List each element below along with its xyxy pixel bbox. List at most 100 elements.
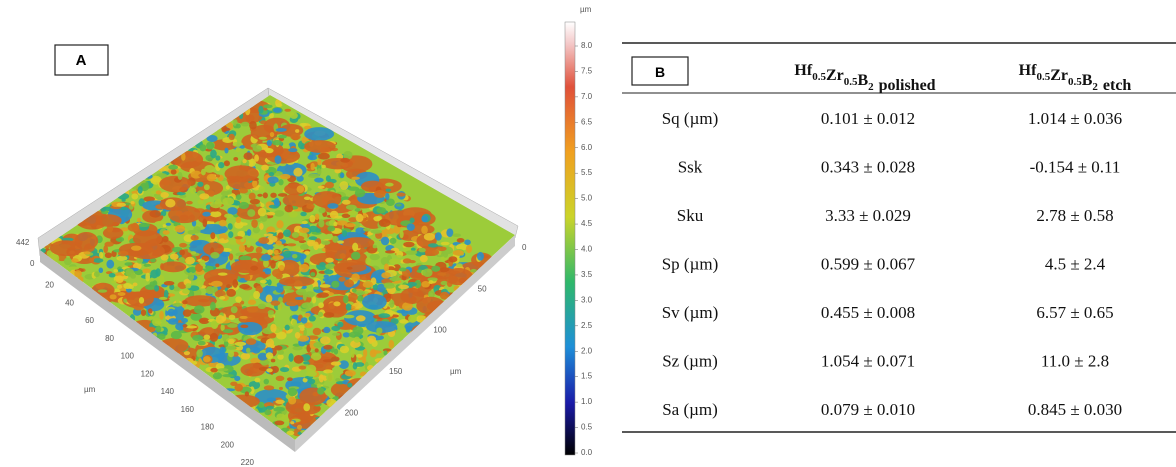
surface-blob bbox=[323, 344, 333, 350]
surface-blob bbox=[187, 229, 196, 235]
surface-blob bbox=[301, 302, 314, 309]
surface-blob bbox=[273, 107, 282, 113]
surface-blob bbox=[383, 350, 388, 356]
row-label: Sv (µm) bbox=[662, 303, 719, 322]
colorbar-tick-label: 5.5 bbox=[581, 168, 593, 177]
surface-blob bbox=[217, 229, 227, 234]
surface-blob bbox=[354, 208, 361, 212]
surface-blob bbox=[227, 223, 233, 230]
surface-blob bbox=[279, 264, 285, 272]
table-cell: 0.599 ± 0.067 bbox=[821, 255, 916, 274]
surface-blob bbox=[421, 280, 430, 288]
surface-blob bbox=[378, 218, 391, 227]
surface-blob bbox=[150, 177, 161, 183]
surface-blob bbox=[397, 358, 409, 365]
surface-blob bbox=[299, 327, 305, 331]
surface-blob bbox=[223, 160, 230, 167]
surface-blob bbox=[509, 274, 515, 281]
surface-blob bbox=[137, 186, 143, 194]
surface-blob bbox=[116, 255, 128, 261]
surface-blob bbox=[403, 241, 415, 248]
surface-blob bbox=[385, 182, 394, 187]
table-cell: -0.154 ± 0.11 bbox=[1030, 158, 1121, 177]
surface-blob bbox=[317, 158, 322, 166]
surface-blob bbox=[226, 284, 231, 289]
surface-blob bbox=[495, 296, 503, 301]
surface-blob bbox=[468, 303, 476, 308]
surface-blob bbox=[235, 194, 242, 201]
surface-blob bbox=[209, 211, 222, 218]
surface-blob bbox=[267, 309, 275, 315]
subscript: 0.5 bbox=[1036, 71, 1050, 83]
surface-blob bbox=[156, 196, 164, 201]
surface-blob bbox=[278, 276, 315, 287]
surface-blob bbox=[475, 300, 502, 315]
surface-blob bbox=[263, 233, 274, 237]
surface-blob bbox=[305, 291, 315, 298]
surface-blob bbox=[230, 381, 238, 386]
surface-blob bbox=[492, 296, 503, 301]
surface-blob bbox=[349, 248, 354, 254]
surface-blob bbox=[130, 200, 135, 205]
surface-blob bbox=[454, 323, 460, 329]
surface-blob bbox=[307, 154, 318, 161]
surface-blob bbox=[175, 322, 186, 331]
surface-blob bbox=[323, 274, 329, 279]
surface-blob bbox=[353, 290, 366, 296]
surface-blob bbox=[367, 335, 377, 343]
surface-blob bbox=[421, 225, 428, 235]
surface-blob bbox=[246, 240, 252, 248]
surface-blob bbox=[304, 140, 336, 153]
subscript: 2 bbox=[1092, 81, 1098, 93]
surface-blob bbox=[356, 353, 363, 358]
surface-blob bbox=[339, 181, 349, 190]
surface-blob bbox=[74, 231, 99, 250]
surface-blob bbox=[125, 268, 135, 277]
surface-blob bbox=[399, 319, 409, 324]
surface-blob bbox=[199, 144, 207, 152]
surface-blob bbox=[291, 232, 300, 239]
surface-blob bbox=[370, 229, 383, 234]
surface-blob bbox=[342, 230, 348, 237]
surface-blob bbox=[400, 287, 425, 304]
surface-blob bbox=[117, 250, 129, 257]
surface-blob bbox=[74, 270, 82, 278]
panel-label-box bbox=[631, 56, 689, 86]
surface-blob bbox=[303, 403, 311, 412]
surface-blob bbox=[421, 215, 429, 223]
surface-blob bbox=[298, 253, 307, 260]
surface-blob bbox=[347, 186, 360, 191]
x-tick-label: 160 bbox=[181, 405, 195, 414]
surface-blob bbox=[347, 210, 357, 216]
surface-blob bbox=[152, 317, 162, 327]
surface-blob bbox=[202, 211, 211, 217]
surface-blob bbox=[212, 372, 223, 380]
surface-blob bbox=[324, 269, 334, 275]
surface-blob bbox=[277, 349, 284, 355]
surface-blob bbox=[167, 318, 179, 325]
surface-blob bbox=[272, 243, 284, 248]
row-label: Sp (µm) bbox=[662, 255, 719, 274]
surface-blob bbox=[411, 340, 423, 349]
surface-blob bbox=[155, 325, 162, 333]
surface-blob bbox=[248, 192, 256, 200]
surface-blob bbox=[210, 280, 223, 287]
surface-blob bbox=[244, 274, 251, 281]
surface-blob bbox=[330, 361, 342, 366]
surface-blob bbox=[136, 217, 141, 223]
header-suffix: polished bbox=[879, 77, 936, 94]
surface-blob bbox=[495, 284, 506, 288]
element-symbol: Hf bbox=[1019, 62, 1037, 79]
surface-blob bbox=[250, 357, 261, 365]
surface-blob bbox=[203, 268, 238, 285]
surface-blob bbox=[339, 345, 350, 354]
surface-blob bbox=[270, 192, 277, 198]
surface-blob bbox=[362, 281, 374, 288]
surface-blob bbox=[160, 192, 169, 199]
surface-blob bbox=[286, 289, 295, 293]
surface-blob bbox=[351, 176, 360, 180]
surface-blob bbox=[240, 363, 266, 377]
surface-blob bbox=[154, 285, 160, 292]
surface-blob bbox=[318, 207, 326, 214]
surface-blob bbox=[338, 360, 349, 369]
